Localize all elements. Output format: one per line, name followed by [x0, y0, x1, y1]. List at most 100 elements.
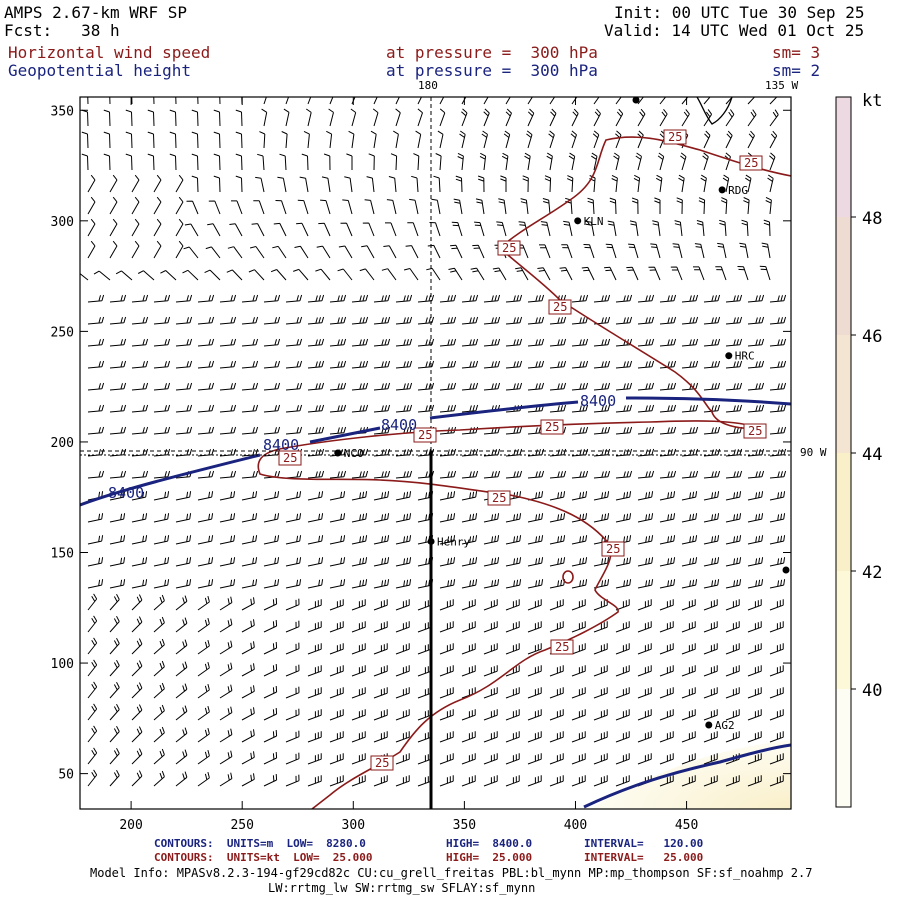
- wind-barb: [659, 599, 674, 611]
- wind-barb: [527, 491, 544, 501]
- svg-text:25: 25: [606, 542, 620, 556]
- wind-barb: [769, 470, 787, 479]
- wind-barb: [483, 731, 498, 743]
- wind-barb: [307, 97, 312, 105]
- wind-barb: [549, 316, 567, 325]
- wind-barb: [184, 223, 199, 237]
- wind-barb: [307, 643, 322, 655]
- wind-barb: [175, 639, 188, 655]
- wind-barb: [197, 404, 215, 413]
- wind-barb: [125, 131, 133, 149]
- wind-barb: [272, 245, 287, 259]
- wind-barb: [409, 198, 419, 215]
- wind-barb: [169, 131, 177, 149]
- wind-barb: [417, 775, 432, 787]
- wind-barb: [470, 267, 485, 281]
- contour-height-interval: INTERVAL= 120.00: [584, 837, 704, 850]
- wind-barb: [131, 513, 148, 523]
- wind-barb: [219, 706, 233, 721]
- wind-barb: [351, 599, 366, 611]
- wind-barb: [681, 687, 696, 699]
- wind-barb: [461, 709, 476, 721]
- wind-barb: [593, 709, 608, 721]
- wind-barb: [769, 557, 786, 567]
- wind-barb: [505, 316, 523, 325]
- wind-barb: [373, 731, 388, 743]
- wind-barb: [769, 382, 787, 391]
- level-height: at pressure = 300 hPa: [386, 61, 598, 80]
- wind-barb: [395, 687, 410, 699]
- wind-barb: [549, 665, 564, 677]
- svg-text:25: 25: [502, 241, 516, 255]
- wind-barb: [615, 97, 622, 105]
- speed-label: 25: [739, 155, 763, 171]
- wind-barb: [720, 197, 728, 215]
- wind-barb: [654, 197, 661, 214]
- wind-barb: [307, 448, 325, 457]
- wind-barb: [373, 687, 388, 699]
- wind-barb: [197, 639, 210, 655]
- wind-barb: [285, 708, 300, 721]
- colorbar-band: [836, 689, 851, 807]
- wind-barb: [611, 174, 618, 193]
- wind-barb: [725, 665, 740, 677]
- wind-barb: [373, 775, 388, 787]
- wind-barb: [81, 131, 89, 149]
- wind-barb: [680, 152, 687, 171]
- wind-barb: [527, 579, 544, 589]
- wind-barb: [153, 426, 171, 435]
- wind-barb: [769, 316, 787, 325]
- wind-barb: [637, 687, 652, 699]
- wind-barb: [571, 470, 589, 479]
- wind-barb: [197, 382, 215, 391]
- wind-barb: [147, 109, 155, 127]
- wind-barb: [461, 294, 479, 303]
- wind-barb: [483, 360, 501, 369]
- speed-label: 25: [370, 755, 394, 771]
- wind-barb: [527, 338, 545, 347]
- wind-barb: [593, 404, 611, 413]
- wind-barb: [496, 221, 507, 237]
- smoothing-height: sm= 2: [772, 61, 821, 80]
- wind-barb: [703, 731, 718, 743]
- wind-barb: [395, 731, 410, 743]
- svg-text:25: 25: [492, 491, 506, 505]
- wind-barb: [681, 109, 690, 127]
- wind-barb: [395, 338, 413, 347]
- wind-barb: [593, 338, 611, 347]
- wind-barb: [263, 338, 281, 347]
- wind-barb: [340, 222, 353, 237]
- wind-barb: [395, 643, 410, 655]
- station-label: RDG: [728, 184, 748, 197]
- wind-barb: [637, 382, 655, 391]
- wind-barb: [197, 749, 210, 765]
- wind-barb: [307, 316, 325, 325]
- coastline: [696, 97, 733, 125]
- wind-barb: [439, 513, 456, 523]
- wind-barb: [197, 426, 215, 435]
- wind-barb: [175, 705, 188, 721]
- wind-barb: [204, 269, 221, 281]
- wind-barb: [241, 619, 255, 633]
- wind-barb: [571, 316, 589, 325]
- wind-barb: [747, 687, 762, 699]
- wind-barb: [175, 749, 188, 765]
- wind-barb: [109, 97, 111, 105]
- wind-barb: [109, 338, 127, 347]
- wind-barb: [395, 97, 400, 105]
- wind-barb: [593, 491, 610, 501]
- wind-barb: [417, 382, 435, 391]
- station-marker: [574, 217, 582, 225]
- wind-barb: [285, 426, 303, 435]
- wind-barb: [197, 617, 210, 633]
- wind-barb: [175, 196, 184, 215]
- colorbar-band: [836, 217, 851, 335]
- wind-barb: [175, 404, 193, 413]
- wind-barb: [235, 109, 243, 127]
- wind-barb: [395, 360, 413, 369]
- wind-barb: [226, 269, 243, 281]
- wind-barb: [769, 535, 786, 545]
- wind-barb: [747, 599, 762, 611]
- wind-barb: [329, 316, 347, 325]
